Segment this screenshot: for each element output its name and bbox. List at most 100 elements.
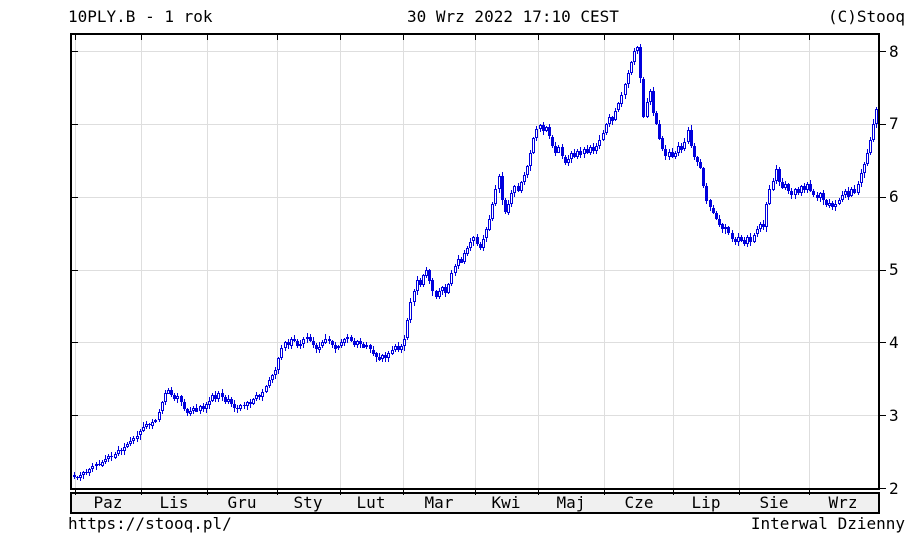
candle (299, 340, 302, 349)
candle (605, 123, 608, 135)
x-axis-month-label: Sty (293, 493, 323, 512)
candle (598, 135, 601, 149)
candle (510, 190, 513, 207)
candle (661, 136, 664, 151)
candle (123, 443, 126, 455)
candle (784, 181, 787, 190)
candle (702, 167, 705, 188)
candle (151, 419, 154, 429)
left-axis-tick (72, 270, 78, 271)
candle (485, 227, 488, 242)
candle (400, 344, 403, 353)
candle (781, 178, 784, 189)
y-axis-tick-label: 3 (889, 406, 899, 425)
left-axis-tick (72, 342, 78, 343)
candle (658, 120, 661, 140)
candle (126, 442, 129, 448)
candle (359, 338, 362, 348)
candle (331, 340, 334, 348)
candle (321, 340, 324, 348)
candle (570, 151, 573, 163)
top-axis-tick (604, 35, 605, 40)
candle (268, 377, 271, 388)
candle (872, 119, 875, 142)
bottom-axis-tick (403, 490, 404, 495)
left-axis-tick (72, 124, 78, 125)
right-axis-tick (880, 51, 886, 52)
right-axis-tick (880, 124, 886, 125)
candle (517, 183, 520, 192)
candle (491, 202, 494, 221)
candle (447, 283, 450, 294)
v-gridline (538, 35, 539, 488)
candle (199, 405, 202, 414)
top-axis-tick (475, 35, 476, 40)
candle (630, 61, 633, 75)
candle (246, 401, 249, 410)
candle (526, 165, 529, 178)
v-gridline (207, 35, 208, 488)
candle (343, 338, 346, 346)
candle (353, 338, 356, 347)
candle (230, 397, 233, 407)
candle (431, 278, 434, 296)
x-axis-month-label: Lip (691, 493, 721, 512)
candle (809, 180, 812, 192)
candle (633, 48, 636, 65)
top-axis-tick (75, 35, 76, 40)
candle (753, 233, 756, 243)
bottom-axis-tick (673, 490, 674, 495)
candle (315, 343, 318, 353)
top-axis-tick (277, 35, 278, 40)
candle (132, 436, 135, 444)
candle (875, 107, 878, 128)
candle (696, 156, 699, 166)
bottom-axis-tick (538, 490, 539, 495)
v-gridline (403, 35, 404, 488)
candle (183, 399, 186, 411)
stooq-url-link[interactable]: https://stooq.pl/ (68, 514, 232, 533)
candle (318, 342, 321, 353)
candle (114, 452, 117, 459)
candle (561, 144, 564, 159)
candle (255, 392, 258, 401)
candle (724, 224, 727, 234)
candle (76, 476, 79, 480)
candle (746, 235, 749, 247)
candle (261, 389, 264, 401)
candle (136, 431, 139, 442)
candle (790, 188, 793, 199)
candle (104, 455, 107, 464)
x-axis-month-label: Maj (556, 493, 586, 512)
candle (841, 191, 844, 202)
left-axis-tick (72, 51, 78, 52)
v-gridline (673, 35, 674, 488)
candle (721, 223, 724, 233)
y-axis-tick-label: 2 (889, 479, 899, 498)
candle (350, 335, 353, 342)
v-gridline (475, 35, 476, 488)
candle (274, 367, 277, 379)
candle (602, 130, 605, 141)
v-gridline (809, 35, 810, 488)
candle (592, 143, 595, 154)
candle (816, 192, 819, 201)
candle (186, 408, 189, 416)
x-axis-month-label: Sie (759, 493, 789, 512)
x-axis-month-label: Mar (424, 493, 454, 512)
candle (806, 182, 809, 193)
candle (233, 400, 236, 412)
candle (189, 407, 192, 416)
x-axis-month-label: Gru (227, 493, 257, 512)
candle (866, 149, 869, 166)
candle (243, 402, 246, 409)
candle (614, 108, 617, 121)
candle (88, 468, 91, 476)
candle (683, 138, 686, 151)
copyright-label: (C)Stooq (827, 7, 905, 26)
v-gridline (75, 35, 76, 488)
candle (409, 298, 412, 323)
candle (545, 126, 548, 132)
candle (403, 335, 406, 351)
candle (425, 267, 428, 278)
